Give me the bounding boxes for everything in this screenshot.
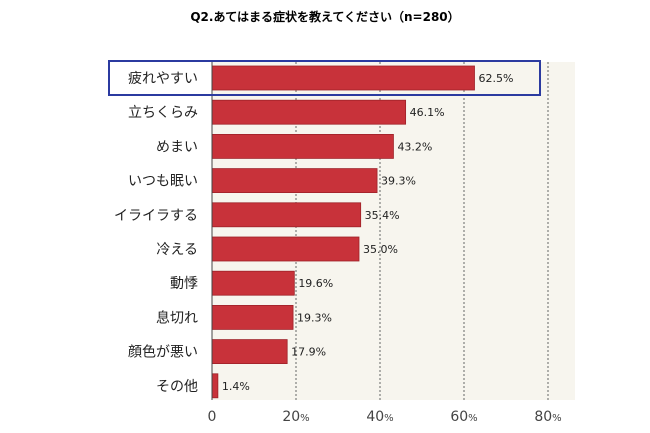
bars	[211, 65, 475, 399]
category-label: 顔色が悪い	[128, 344, 198, 361]
x-tick-unit: %	[300, 413, 310, 424]
bar	[211, 304, 294, 330]
value-label: 46.1%	[410, 106, 445, 119]
value-label: 19.3%	[297, 311, 332, 324]
x-tick-value: 40	[366, 409, 384, 425]
x-tick-label: 80%	[534, 409, 561, 425]
x-tick-label: 20%	[282, 409, 309, 425]
category-label: 動悸	[170, 276, 198, 292]
bar	[211, 99, 407, 125]
x-axis-ticks: 0 20% 40% 60% 80%	[208, 409, 562, 425]
x-tick-unit: %	[384, 413, 394, 424]
value-label: 35.4%	[365, 209, 400, 222]
x-tick-value: 20	[282, 409, 300, 425]
category-label: 立ちくらみ	[128, 105, 198, 121]
value-label: 39.3%	[381, 175, 416, 188]
value-label: 35.0%	[363, 243, 398, 256]
bar	[211, 202, 362, 228]
value-label: 1.4%	[222, 380, 250, 393]
category-label: いつも眠い	[128, 174, 198, 190]
bar	[211, 65, 475, 91]
category-label: 息切れ	[156, 309, 198, 326]
x-tick-value: 60	[450, 409, 468, 425]
x-tick-label: 0	[208, 409, 217, 425]
chart-title: Q2.あてはまる症状を教えてください（n=280）	[190, 10, 460, 24]
value-label: 17.9%	[291, 346, 326, 359]
bar	[211, 133, 394, 159]
x-tick-label: 60%	[450, 409, 477, 425]
value-label: 19.6%	[298, 277, 333, 290]
bar	[211, 373, 219, 399]
bar	[211, 236, 360, 262]
category-label: その他	[156, 379, 198, 395]
category-label: イライラする	[114, 208, 198, 224]
value-label: 43.2%	[397, 140, 432, 153]
x-tick-value: 80	[534, 409, 552, 425]
bar	[211, 339, 288, 365]
value-label: 62.5%	[479, 72, 514, 85]
bar	[211, 168, 378, 194]
value-labels: 62.5% 46.1% 43.2% 39.3% 35.4% 35.0% 19.6% 19.3%…	[222, 72, 514, 393]
category-label: 疲れやすい	[128, 70, 198, 87]
highlight-box	[108, 60, 541, 96]
category-label: めまい	[156, 139, 198, 155]
x-tick-unit: %	[468, 413, 478, 424]
category-label: 冷える	[156, 242, 198, 258]
x-tick-value: 0	[208, 409, 217, 425]
bar	[211, 270, 295, 296]
x-tick-unit: %	[552, 413, 562, 424]
x-tick-label: 40%	[366, 409, 393, 425]
